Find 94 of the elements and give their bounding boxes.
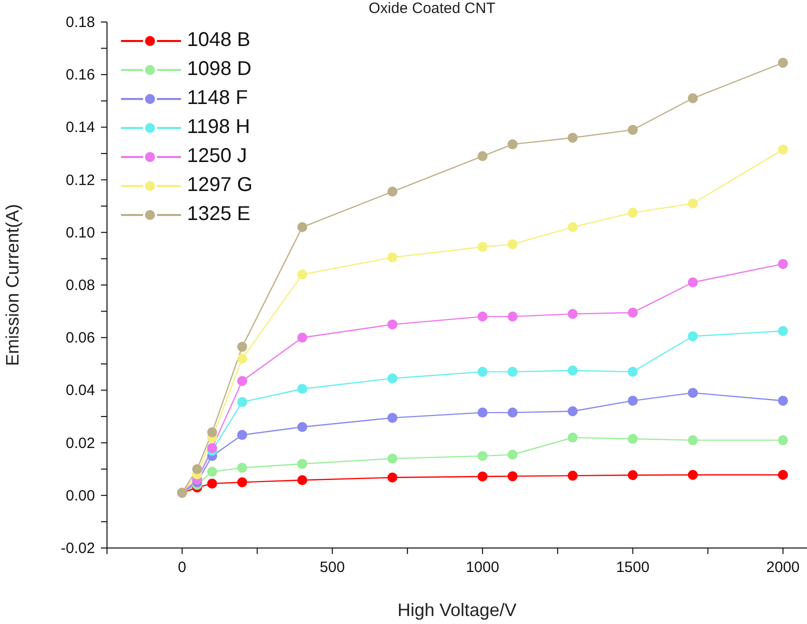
- y-tick-label: 0.16: [66, 66, 95, 84]
- point: [387, 252, 398, 262]
- y-tick-label: 0.10: [66, 224, 95, 242]
- y-tick-label: 0.14: [66, 119, 95, 136]
- point: [568, 406, 578, 416]
- y-tick-label: 0.06: [66, 330, 95, 347]
- chart-title: Oxide Coated CNT: [368, 0, 496, 17]
- point: [568, 222, 578, 232]
- y-tick-label: -0.02: [60, 540, 95, 557]
- point: [628, 124, 638, 135]
- point: [237, 462, 248, 473]
- point: [478, 450, 488, 461]
- point: [778, 144, 788, 155]
- legend-label: 1297 G: [187, 174, 253, 196]
- point: [778, 470, 788, 480]
- point: [568, 432, 578, 443]
- point: [508, 408, 518, 418]
- point: [387, 454, 398, 464]
- point: [297, 222, 308, 232]
- point: [568, 470, 578, 481]
- point: [628, 470, 638, 480]
- point: [628, 396, 638, 406]
- y-tick-label: 0.02: [66, 434, 95, 452]
- point: [478, 242, 488, 252]
- point: [628, 366, 638, 377]
- legend-label: 1148 F: [187, 87, 248, 109]
- y-tick-label: 0.00: [66, 487, 95, 504]
- x-tick-label: 1000: [466, 559, 500, 576]
- point: [688, 331, 698, 342]
- point: [387, 186, 398, 197]
- point: [207, 478, 218, 489]
- point: [297, 384, 308, 394]
- point: [508, 366, 518, 377]
- point: [237, 430, 248, 440]
- point: [192, 464, 202, 474]
- point: [387, 412, 398, 423]
- legend-label: 1098 D: [187, 58, 252, 80]
- point: [297, 332, 308, 343]
- point: [207, 443, 218, 454]
- legend-label: 1250 J: [187, 145, 248, 167]
- x-tick-label: 0: [178, 559, 186, 576]
- point: [237, 342, 248, 352]
- point: [207, 466, 218, 477]
- point: [387, 472, 398, 483]
- point: [207, 427, 218, 438]
- point: [478, 312, 488, 322]
- y-axis-title: Emission Current(A): [2, 204, 22, 366]
- point: [568, 365, 578, 376]
- point: [688, 93, 698, 104]
- point: [508, 471, 518, 482]
- point: [387, 319, 398, 330]
- point: [478, 471, 488, 482]
- point: [237, 354, 248, 364]
- x-tick-label: 500: [320, 559, 345, 576]
- point: [688, 198, 698, 208]
- point: [778, 396, 788, 406]
- point: [478, 151, 488, 162]
- legend-label: 1048 B: [187, 29, 250, 51]
- point: [508, 239, 518, 250]
- point: [508, 312, 518, 322]
- y-tick-label: 0.18: [66, 14, 95, 31]
- point: [297, 458, 308, 469]
- point: [237, 397, 248, 408]
- point: [568, 308, 578, 319]
- point: [508, 139, 518, 150]
- x-tick-label: 1500: [616, 559, 650, 576]
- point: [297, 422, 308, 432]
- y-tick-label: 0.04: [66, 382, 95, 400]
- point: [688, 388, 698, 398]
- point: [478, 408, 488, 418]
- point: [688, 470, 698, 480]
- point: [628, 434, 638, 444]
- point: [778, 435, 788, 446]
- y-tick-label: 0.12: [66, 172, 95, 189]
- point: [297, 269, 308, 280]
- point: [688, 277, 698, 288]
- point: [387, 373, 398, 384]
- point: [778, 58, 788, 68]
- point: [688, 435, 698, 446]
- point: [568, 132, 578, 143]
- point: [628, 208, 638, 218]
- point: [237, 477, 248, 488]
- x-tick-label: 2000: [766, 559, 800, 576]
- legend-label: 1325 E: [187, 203, 250, 225]
- legend-label: 1198 H: [187, 116, 250, 138]
- y-tick-label: 0.08: [66, 277, 95, 294]
- point: [297, 475, 308, 486]
- point: [508, 450, 518, 460]
- point: [237, 376, 248, 386]
- point: [478, 366, 488, 377]
- point: [778, 326, 788, 336]
- x-axis-title: High Voltage/V: [397, 600, 517, 620]
- point: [778, 258, 788, 269]
- point: [628, 308, 638, 318]
